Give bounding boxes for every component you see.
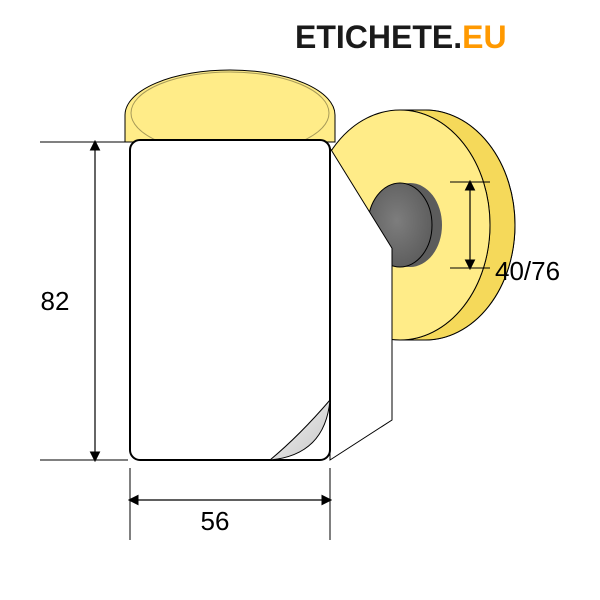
- dim-width: 56: [201, 506, 230, 536]
- brand-logo: ETICHETE.EU: [295, 19, 507, 55]
- roll-top: [125, 70, 335, 142]
- dim-core: 40/76: [495, 256, 560, 286]
- label-front: [130, 140, 330, 460]
- dim-height: 82: [41, 286, 70, 316]
